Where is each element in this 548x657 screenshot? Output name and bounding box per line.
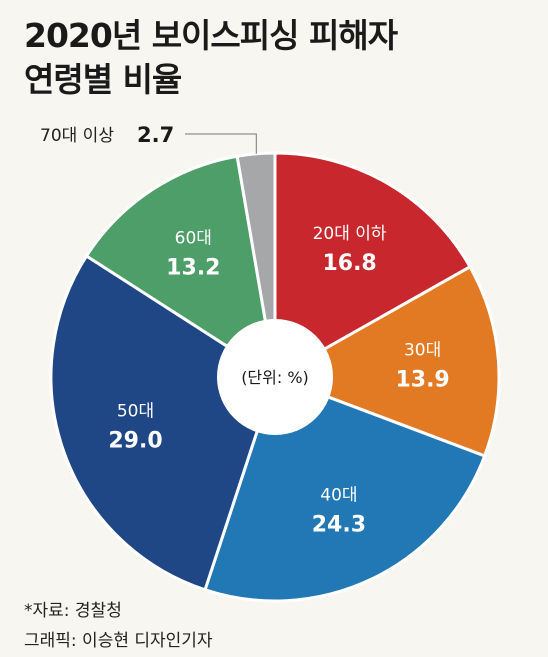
pie-slice-50s: [49, 254, 277, 592]
pie-center-hole: [217, 319, 333, 435]
chart-title-line-2: 연령별 비율: [24, 59, 182, 99]
slice-value-60s: 13.2: [166, 256, 220, 281]
pie-slice-30s: [273, 265, 501, 458]
slice-value-30s: 13.9: [395, 368, 449, 393]
slice-label-60s: 60대: [175, 229, 212, 249]
slice-value-40s: 24.3: [312, 513, 366, 538]
slice-label-40s: 40대: [320, 486, 357, 506]
slice-label-70s-over: 70대 이상: [40, 126, 114, 146]
slice-label-20s-under: 20대 이하: [313, 224, 387, 244]
unit-label: (단위: %): [241, 368, 309, 387]
pie-slice-60s: [85, 154, 277, 379]
credit-note: 그래픽: 이승현 디자인기자: [24, 631, 213, 651]
chart-title-line-1: 2020년 보이스피싱 피해자: [24, 16, 398, 55]
chart-title: 2020년 보이스피싱 피해자 연령별 비율: [24, 14, 398, 101]
slice-label-50s: 50대: [117, 402, 154, 422]
slice-label-30s: 30대: [404, 341, 441, 361]
slice-value-20s-under: 16.8: [322, 251, 376, 276]
pie-slice-20s-under: [273, 151, 472, 379]
callout-leader-line: [185, 133, 257, 154]
slice-value-70s-over: 2.7: [137, 123, 174, 147]
source-note: *자료: 경찰청: [24, 601, 122, 621]
slice-value-50s: 29.0: [108, 429, 162, 454]
